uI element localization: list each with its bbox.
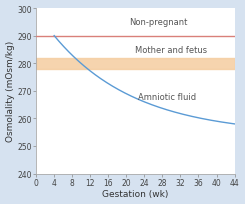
Text: Mother and fetus: Mother and fetus: [135, 45, 208, 54]
Y-axis label: Osmolality (mOsm/kg): Osmolality (mOsm/kg): [6, 41, 14, 142]
Text: Non-pregnant: Non-pregnant: [129, 18, 187, 27]
Bar: [36, 58, 234, 69]
Text: Amniotic fluid: Amniotic fluid: [138, 92, 196, 101]
X-axis label: Gestation (wk): Gestation (wk): [102, 190, 169, 198]
